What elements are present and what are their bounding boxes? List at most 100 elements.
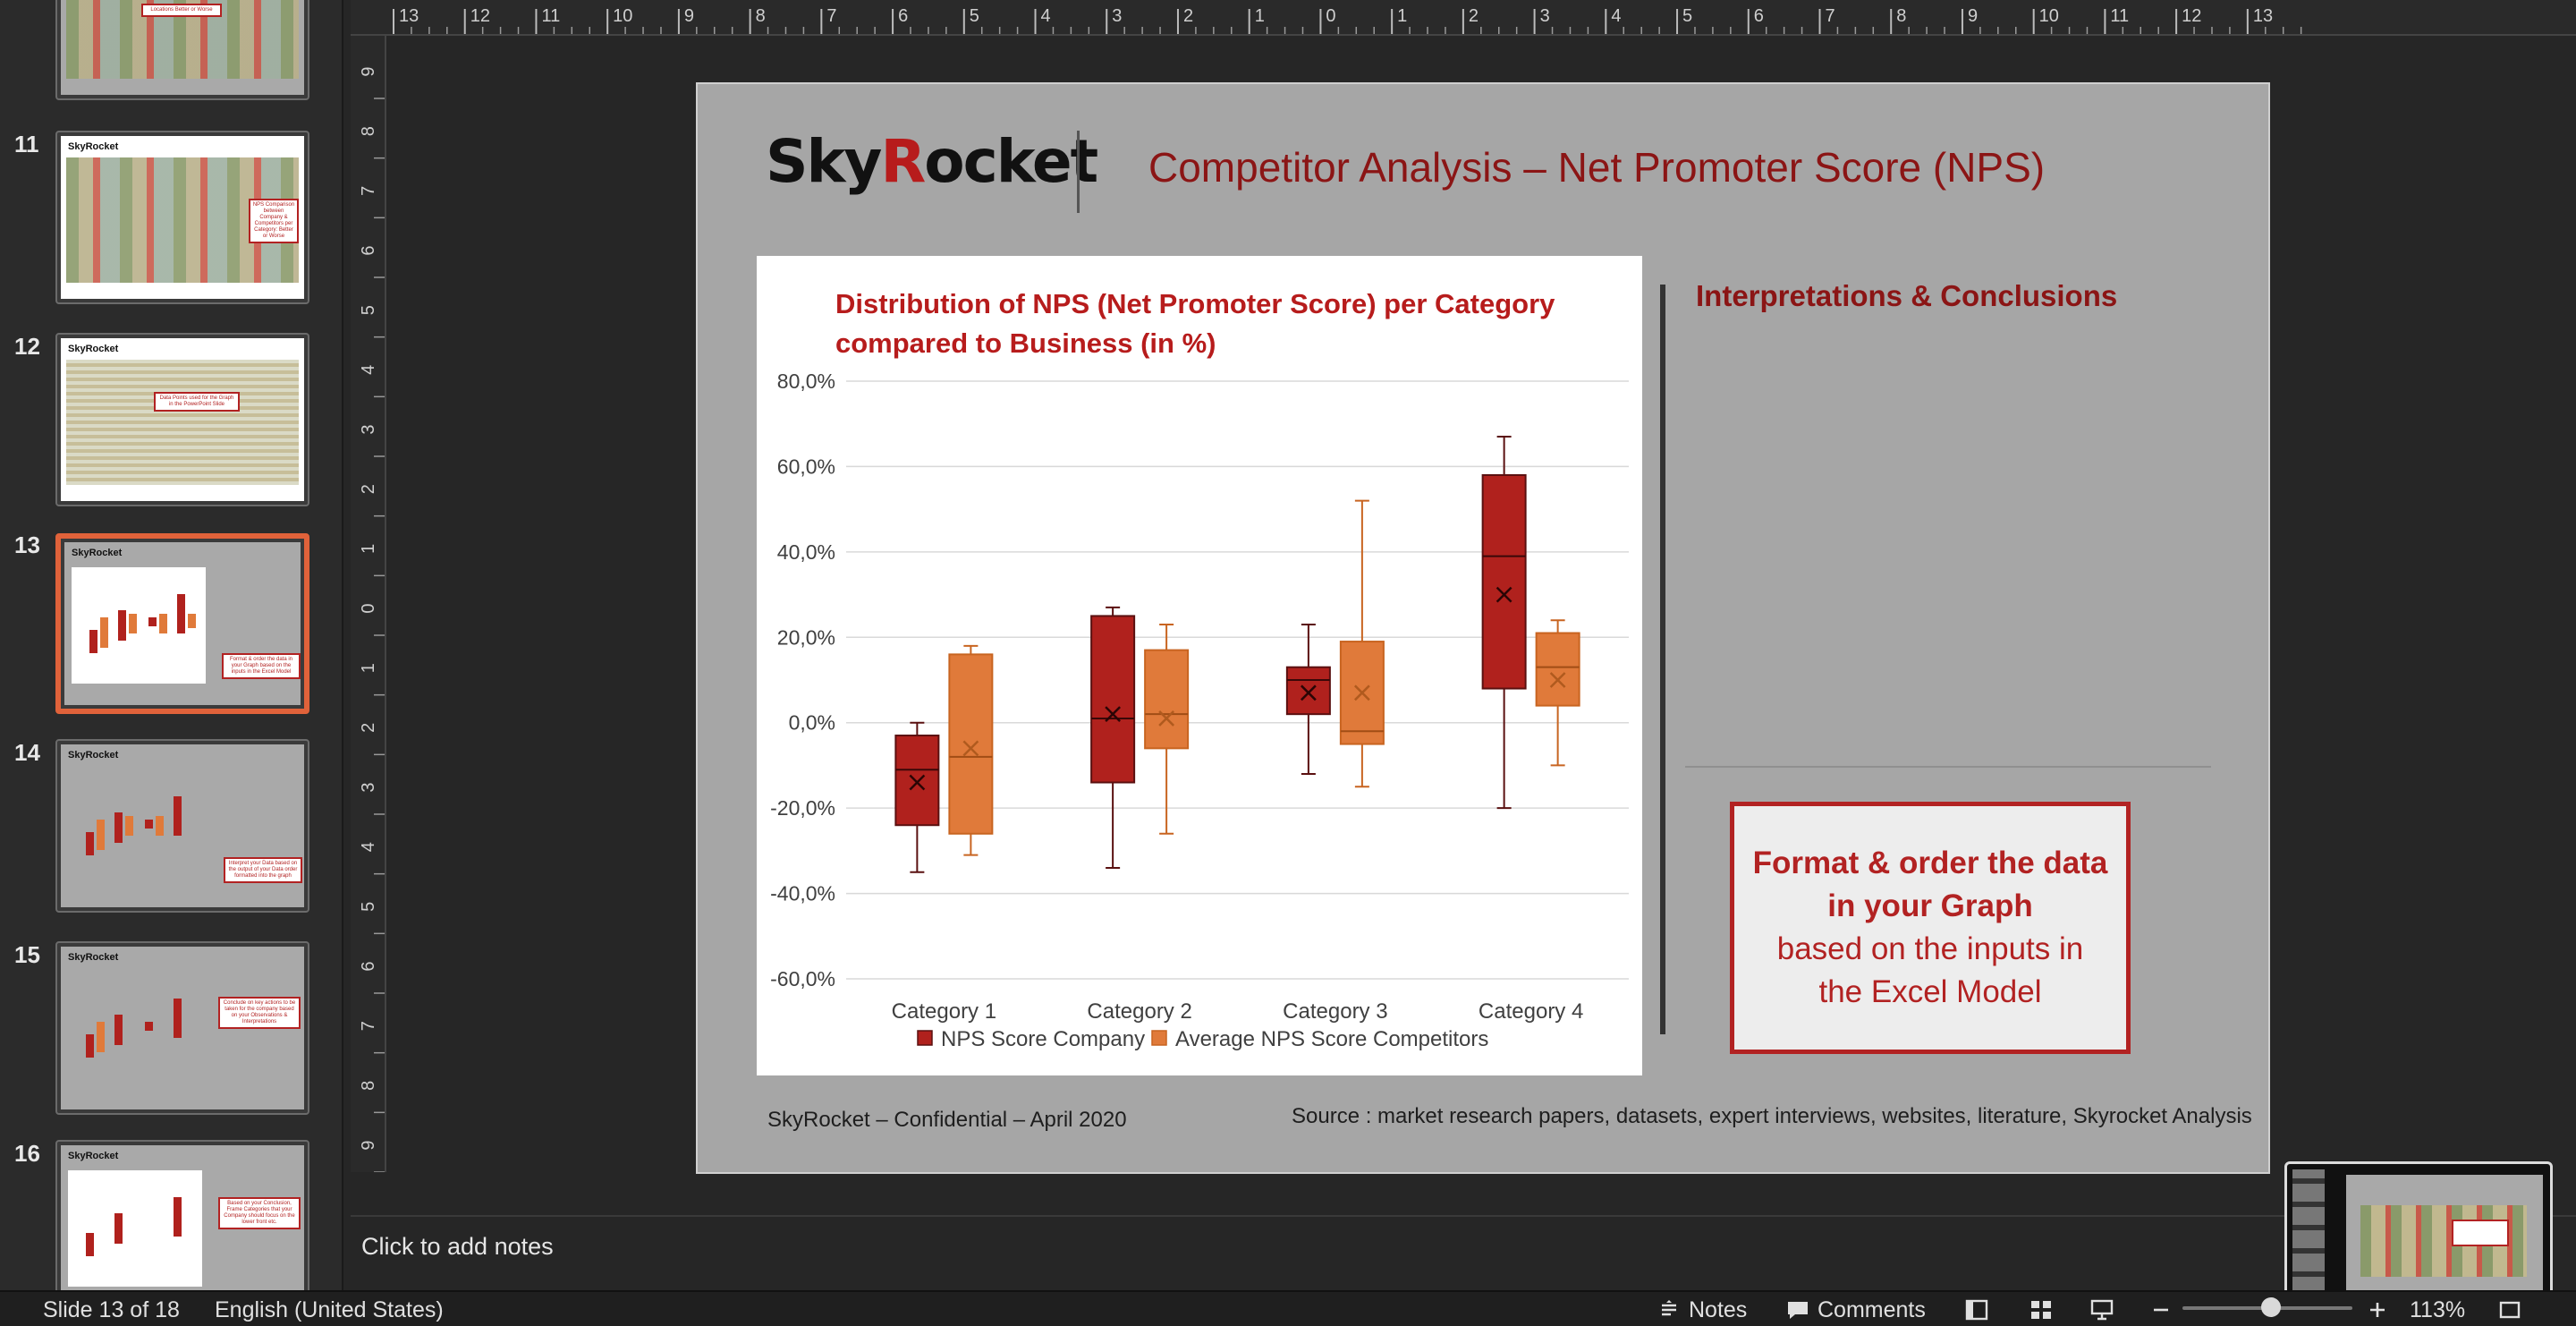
legend-swatch [917,1030,933,1046]
presenter-view-button[interactable] [2089,1296,2114,1324]
ruler-label: 10 [613,6,632,26]
mean-marker [909,774,926,791]
thumbnail-number: 16 [14,1140,40,1167]
slide-thumbnail[interactable]: SkyRocket Interpret your Data based on t… [55,739,309,913]
box [1535,632,1580,707]
mean-marker [1496,586,1513,603]
zoom-level[interactable]: 113% [2410,1297,2466,1322]
minus-icon [2154,1308,2168,1312]
ruler-label: 8 [1896,6,1906,26]
box [894,735,940,827]
thumbnail-number: 11 [14,131,39,157]
ruler-label: 9 [1968,6,1978,26]
y-tick-label: 20,0% [777,625,835,649]
ruler-label: 5 [1682,6,1692,26]
ruler-label: 7 [359,1021,378,1031]
thumbnail-callout: Locations Better or Worse [141,4,222,17]
ruler-label: 9 [359,1140,378,1150]
slide-thumbnail[interactable]: SkyRocket Data Points used for the Graph… [55,333,309,506]
slide-thumbnail[interactable]: SkyRocket Conclude on key actions to be … [55,941,309,1115]
fit-to-window-icon [2499,1301,2521,1319]
normal-view-button[interactable] [1964,1296,1989,1324]
y-tick-label: 0,0% [789,711,835,735]
ruler-label: 2 [1183,6,1193,26]
mean-marker [1158,710,1175,727]
box [1090,615,1136,784]
thumbnail-chart [68,972,202,1088]
thumbnail-preview: SkyRocket NPS Comparison between Company… [61,136,304,299]
logo-part: R [880,127,926,196]
ruler-label: 3 [359,424,378,434]
ruler-ticks: 9 8 7 6 5 4 3 2 1 0 1 2 3 4 5 6 7 8 9 [359,66,385,1173]
normal-view-icon [1965,1299,1988,1321]
y-tick-label: 60,0% [777,455,835,478]
slide-thumbnail[interactable]: SkyRocket Based on your Conclusion, Fram… [55,1140,309,1290]
slide-canvas[interactable]: SkyRocket Competitor Analysis – Net Prom… [696,82,2270,1174]
ruler-label: 0 [1326,6,1335,26]
fit-slide-button[interactable] [2497,1296,2522,1324]
zoom-slider-thumb[interactable] [2261,1297,2281,1317]
slide-thumbnail[interactable]: Locations Better or Worse [55,0,309,100]
thumbnail-preview: SkyRocket Interpret your Data based on t… [61,744,304,907]
zoom-in-button[interactable] [2365,1296,2390,1324]
mean-marker [1549,672,1566,688]
ruler-label: 3 [1112,6,1122,26]
vertical-ruler[interactable]: 9 8 7 6 5 4 3 2 1 0 1 2 3 4 5 6 7 8 9 [351,36,386,1173]
mean-marker [1353,684,1370,701]
vertical-divider [1660,285,1665,1034]
footer-source[interactable]: Source : market research papers, dataset… [1292,1104,2252,1128]
status-bar: Slide 13 of 18 English (United States) N… [0,1290,2576,1326]
interpretations-heading[interactable]: Interpretations & Conclusions [1696,279,2118,312]
thumbnail-callout: Based on your Conclusion, Frame Categori… [218,1197,301,1229]
mean-marker [962,740,979,757]
zoom-out-button[interactable] [2148,1296,2174,1324]
thumbnail-chart [72,567,206,684]
thumbnail-preview: Locations Better or Worse [61,0,304,95]
box [1339,641,1385,745]
ruler-label: 4 [1611,6,1621,26]
ruler-label: 4 [1041,6,1051,26]
grid-view-icon [2031,1301,2051,1319]
x-tick-label: Category 2 [1087,999,1191,1024]
ruler-label: 4 [359,365,378,375]
ruler-label: 2 [1469,6,1479,26]
language-indicator[interactable]: English (United States) [215,1297,444,1322]
notes-placeholder[interactable]: Click to add notes [361,1233,554,1260]
instruction-callout-box[interactable]: Format & order the data in your Graph ba… [1730,802,2131,1054]
presenter-mini-preview[interactable] [2284,1161,2553,1301]
thumbnail-logo: SkyRocket [72,548,123,558]
ruler-label: 3 [1540,6,1550,26]
slide-sorter-button[interactable] [2029,1296,2054,1324]
legend-label: NPS Score Company [941,1027,1145,1051]
slide-title[interactable]: Competitor Analysis – Net Promoter Score… [1148,144,2046,191]
thumbnail-chart [68,1170,202,1287]
chart-container[interactable]: 80,0% 60,0% 40,0% 20,0% 0,0% -20,0% -40,0% -60,… [757,256,1642,1075]
slide-thumbnail[interactable]: SkyRocket NPS Comparison between Company… [55,131,309,304]
ruler-label: 6 [359,245,378,255]
thumbnail-number: 14 [14,739,40,766]
footer-confidential[interactable]: SkyRocket – Confidential – April 2020 [767,1108,1127,1132]
ruler-label: 13 [2253,6,2273,26]
ruler-label: 6 [359,961,378,971]
box [948,653,994,835]
notes-pane[interactable]: Click to add notes [351,1215,2576,1290]
spreadsheet-preview [66,360,299,485]
box [1481,473,1527,690]
horizontal-ruler[interactable]: 13 12 11 10 9 8 7 6 5 4 3 2 1 0 1 2 3 4 5 6 7 8 9 10 11 12 13 [351,0,2576,36]
ruler-label: 7 [826,6,836,26]
notes-button[interactable]: Notes [1657,1296,1747,1324]
x-tick-label: Category 3 [1283,999,1387,1024]
mini-slide-preview [2346,1175,2543,1291]
y-tick-label: -40,0% [770,882,835,905]
ruler-label: 8 [359,126,378,136]
slide-counter: Slide 13 of 18 [43,1297,180,1322]
legend-label: Average NPS Score Competitors [1175,1027,1488,1051]
ruler-label: 7 [359,186,378,196]
ruler-label: 11 [2110,6,2129,26]
slide-thumbnail-panel[interactable]: Locations Better or Worse 11 SkyRocket N… [0,0,343,1290]
skyrocket-logo[interactable]: SkyRocket [766,127,1098,196]
chart-title: Distribution of NPS (Net Promoter Score)… [835,288,1555,359]
comments-button[interactable]: Comments [1785,1296,1926,1324]
slide-thumbnail-selected[interactable]: SkyRocket Format & order the data in you… [55,533,309,714]
